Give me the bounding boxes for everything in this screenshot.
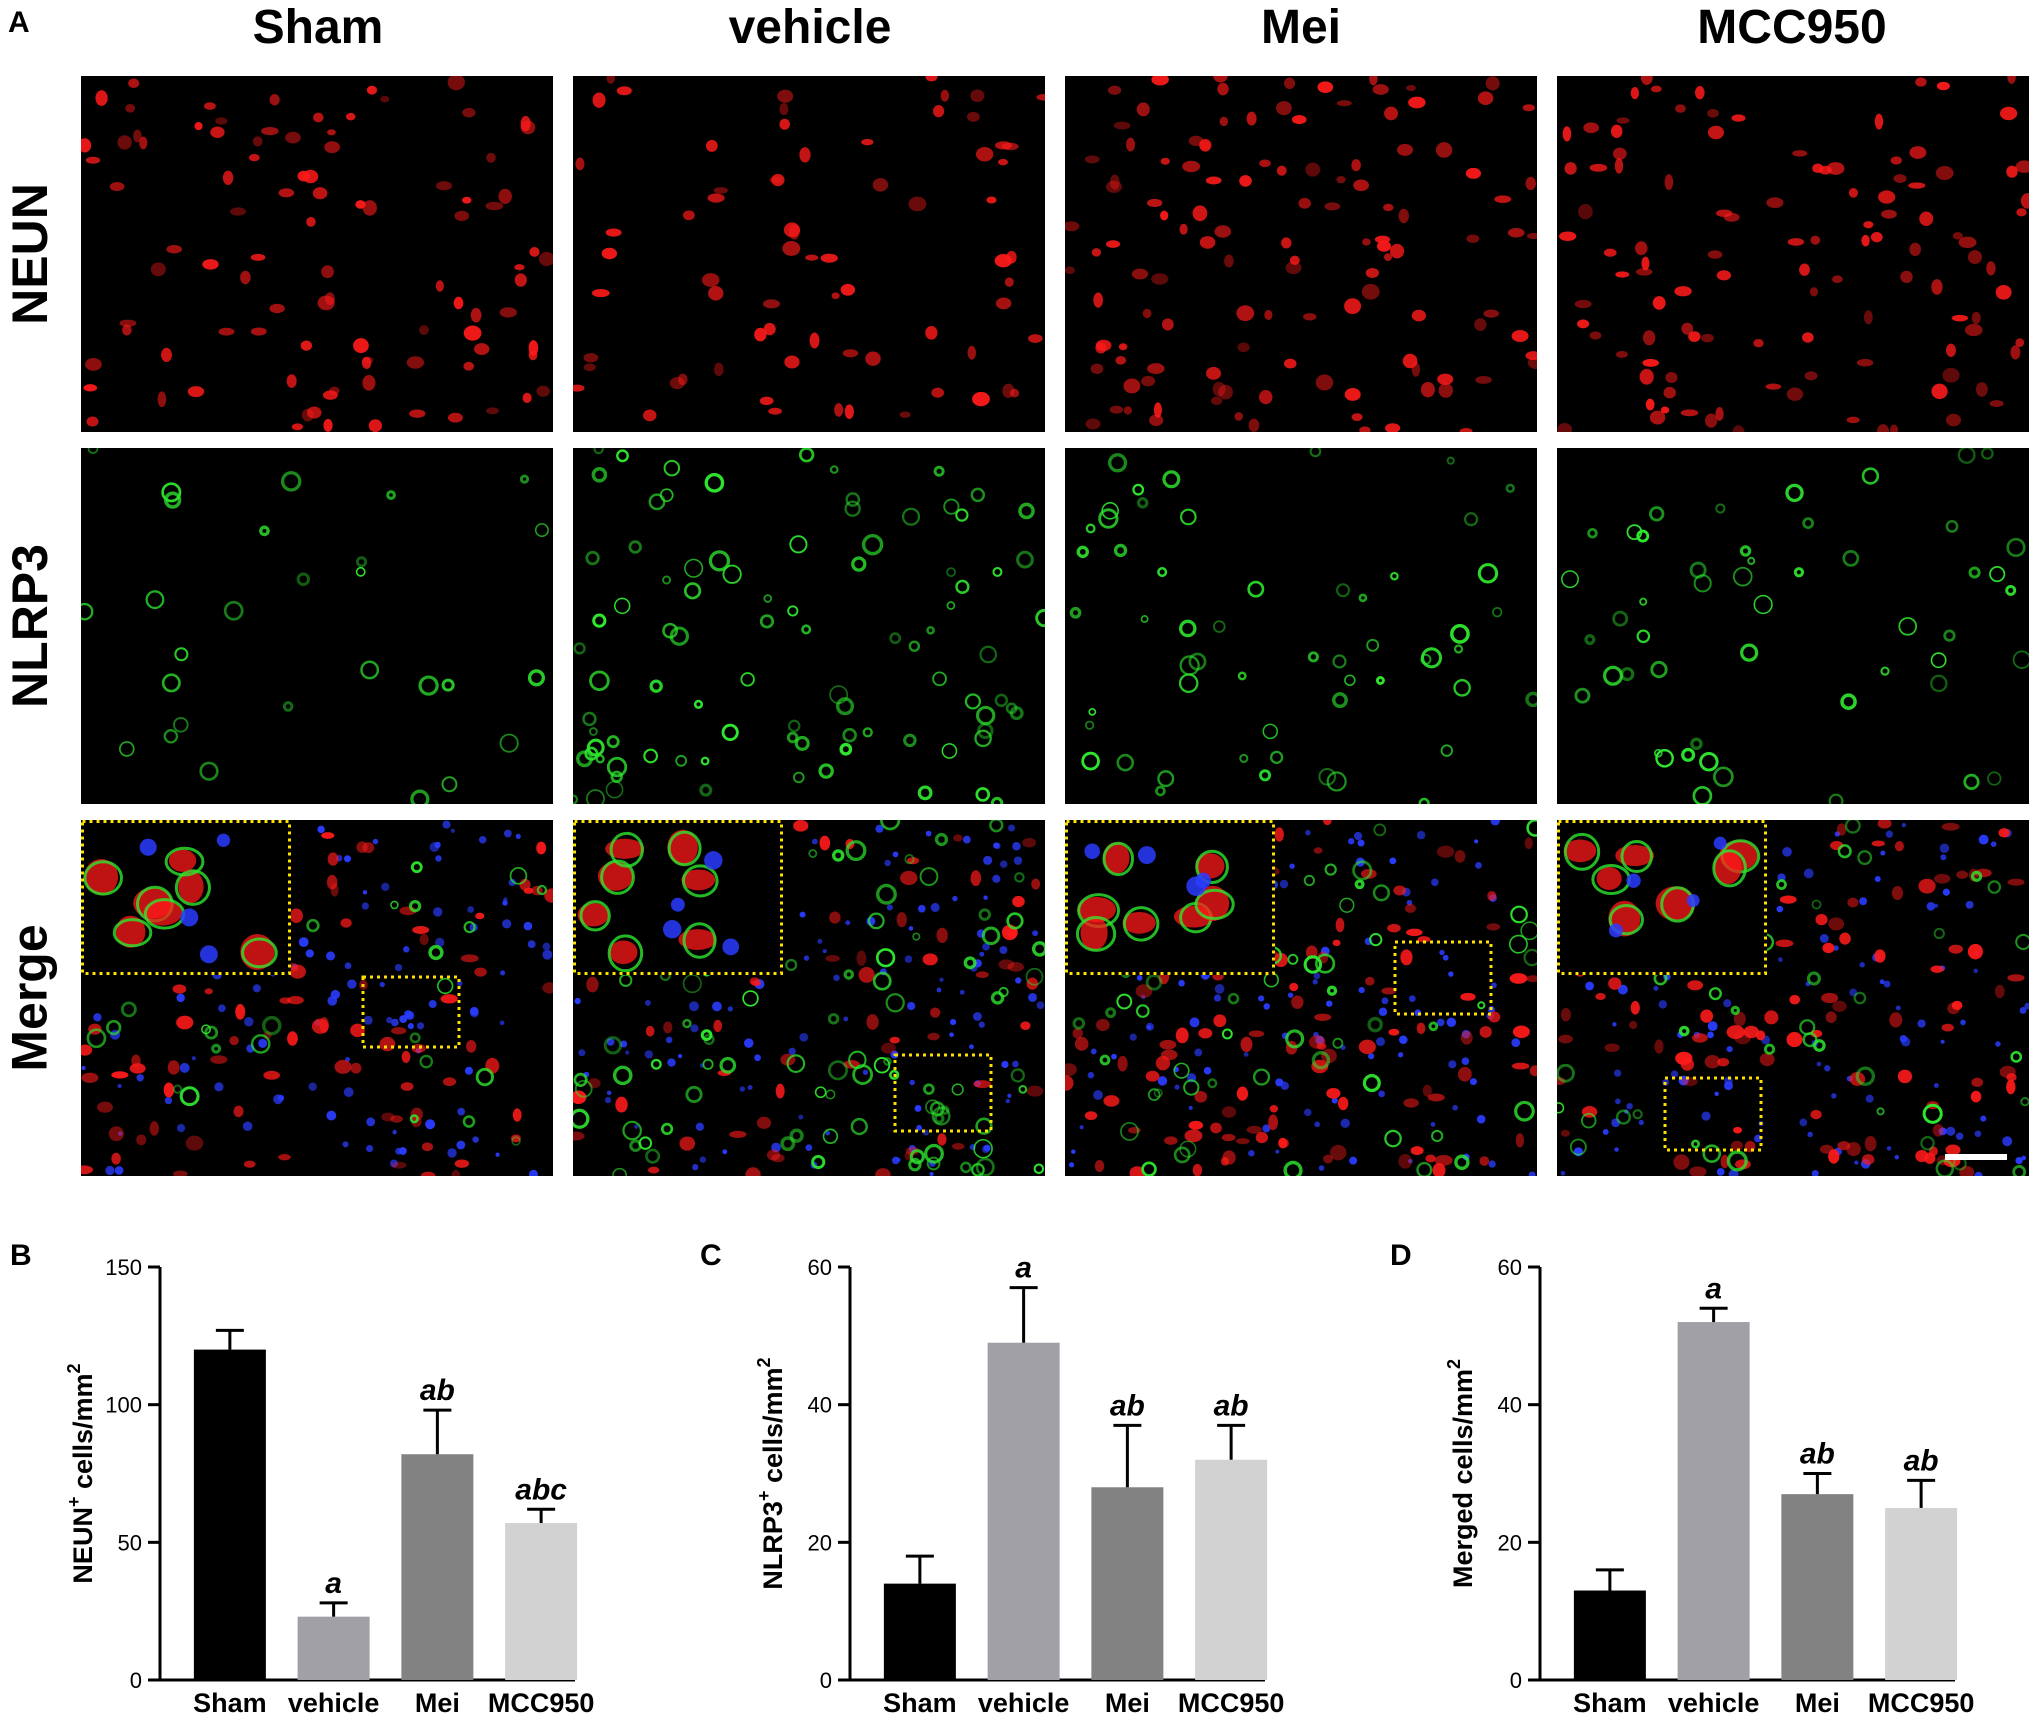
column-title-mei: Mei	[1260, 1, 1341, 54]
x-tick-label: Mei	[1105, 1688, 1150, 1718]
micrograph-merge-mcc950	[1557, 820, 2029, 1176]
micrograph-merge-vehicle	[573, 820, 1045, 1176]
column-title-sham: Sham	[252, 1, 384, 54]
y-tick-label: 20	[1498, 1530, 1522, 1555]
significance-label: a	[1705, 1272, 1722, 1305]
micrograph-image	[1557, 76, 2029, 432]
x-tick-label: MCC950	[1178, 1688, 1285, 1718]
micrograph-image	[81, 448, 549, 804]
y-axis-label: NEUN+ cells/mm2	[64, 1363, 98, 1583]
panel-letter: C	[700, 1239, 722, 1272]
panel-letter: D	[1390, 1239, 1412, 1272]
y-tick-label: 40	[808, 1393, 832, 1418]
bar-mcc950	[1195, 1459, 1268, 1680]
bar-mcc950	[505, 1523, 578, 1680]
micrograph-image	[573, 76, 1045, 422]
column-title-vehicle: vehicle	[728, 1, 892, 54]
chart-b: B 0 50 100 150 NEUN+ cells/mm2 Sham a vehicle ab M…	[0, 1235, 640, 1720]
y-axis-label: NLRP3+ cells/mm2	[754, 1357, 788, 1589]
y-tick-label: 100	[105, 1393, 142, 1418]
bar-sham	[883, 1583, 956, 1680]
y-tick-label: 0	[820, 1668, 832, 1693]
column-title-mcc950: MCC950	[1697, 1, 1887, 54]
y-tick-label: 60	[808, 1255, 832, 1280]
bar-sham	[193, 1349, 266, 1680]
x-tick-label: vehicle	[978, 1688, 1070, 1718]
bar-vehicle	[297, 1616, 370, 1680]
micrograph-nlrp3-sham	[81, 448, 553, 804]
x-tick-label: MCC950	[1868, 1688, 1975, 1718]
y-tick-label: 150	[105, 1255, 142, 1280]
y-tick-label: 40	[1498, 1393, 1522, 1418]
panel-a-letter: A	[8, 6, 30, 39]
row-label-neun: NEUN	[2, 183, 58, 325]
bar-mcc950	[1885, 1507, 1958, 1680]
chart-d-svg: D 0 20 40 60 Merged cells/mm2 Sham a vehicle ab Me…	[1390, 1239, 1975, 1718]
bar-mei	[401, 1454, 474, 1680]
chart-c-svg: C 0 20 40 60 NLRP3+ cells/mm2 Sham a vehicle ab Me…	[700, 1239, 1285, 1718]
y-tick-label: 0	[130, 1668, 142, 1693]
y-tick-label: 0	[1510, 1668, 1522, 1693]
bar-vehicle	[987, 1342, 1060, 1680]
scale-bar	[1945, 1154, 2007, 1160]
x-tick-label: Sham	[193, 1688, 267, 1718]
x-tick-label: vehicle	[288, 1688, 380, 1718]
significance-label: ab	[1110, 1389, 1145, 1422]
micrograph-image	[1065, 76, 1537, 432]
micrograph-image	[573, 448, 1045, 804]
micrograph-nlrp3-vehicle	[573, 448, 1045, 804]
micrograph-image	[81, 76, 553, 432]
y-tick-label: 20	[808, 1530, 832, 1555]
micrograph-image	[1561, 448, 2029, 804]
bar-vehicle	[1677, 1322, 1750, 1680]
significance-label: a	[1015, 1252, 1032, 1285]
micrograph-neun-vehicle	[573, 76, 1045, 432]
micrograph-merge-sham	[81, 820, 553, 1176]
significance-label: abc	[515, 1473, 567, 1506]
y-axis-label: Merged cells/mm2	[1444, 1359, 1478, 1588]
significance-label: ab	[1800, 1438, 1835, 1471]
micrograph-image	[1065, 820, 1537, 1176]
x-tick-label: Mei	[415, 1688, 460, 1718]
bar-mei	[1091, 1487, 1164, 1680]
x-tick-label: MCC950	[488, 1688, 595, 1718]
significance-label: a	[325, 1567, 342, 1600]
row-label-merge: Merge	[2, 924, 59, 1072]
x-tick-label: vehicle	[1668, 1688, 1760, 1718]
chart-c: C 0 20 40 60 NLRP3+ cells/mm2 Sham a vehicle ab Me…	[690, 1235, 1330, 1720]
panel-letter: B	[10, 1239, 32, 1272]
y-tick-label: 60	[1498, 1255, 1522, 1280]
bar-sham	[1573, 1590, 1646, 1680]
micrograph-image	[1557, 820, 2029, 1176]
significance-label: ab	[420, 1374, 455, 1407]
micrograph-image	[573, 820, 1045, 1176]
micrograph-neun-sham	[81, 76, 553, 432]
micrograph-neun-mei	[1065, 76, 1537, 432]
micrograph-image	[1069, 448, 1537, 804]
micrograph-merge-mei	[1065, 820, 1537, 1176]
significance-label: ab	[1214, 1389, 1249, 1422]
micrograph-neun-mcc950	[1557, 76, 2029, 432]
micrograph-nlrp3-mcc950	[1557, 448, 2029, 804]
y-tick-label: 50	[118, 1530, 142, 1555]
x-tick-label: Sham	[1573, 1688, 1647, 1718]
chart-b-svg: B 0 50 100 150 NEUN+ cells/mm2 Sham a vehicle ab M…	[10, 1239, 595, 1718]
micrograph-nlrp3-mei	[1065, 448, 1537, 804]
significance-label: ab	[1904, 1444, 1939, 1477]
micrograph-image	[81, 820, 553, 1176]
bar-mei	[1781, 1494, 1854, 1680]
row-label-nlrp3: NLRP3	[2, 544, 59, 708]
x-tick-label: Mei	[1795, 1688, 1840, 1718]
chart-d: D 0 20 40 60 Merged cells/mm2 Sham a vehicle ab Me…	[1380, 1235, 2020, 1720]
x-tick-label: Sham	[883, 1688, 957, 1718]
